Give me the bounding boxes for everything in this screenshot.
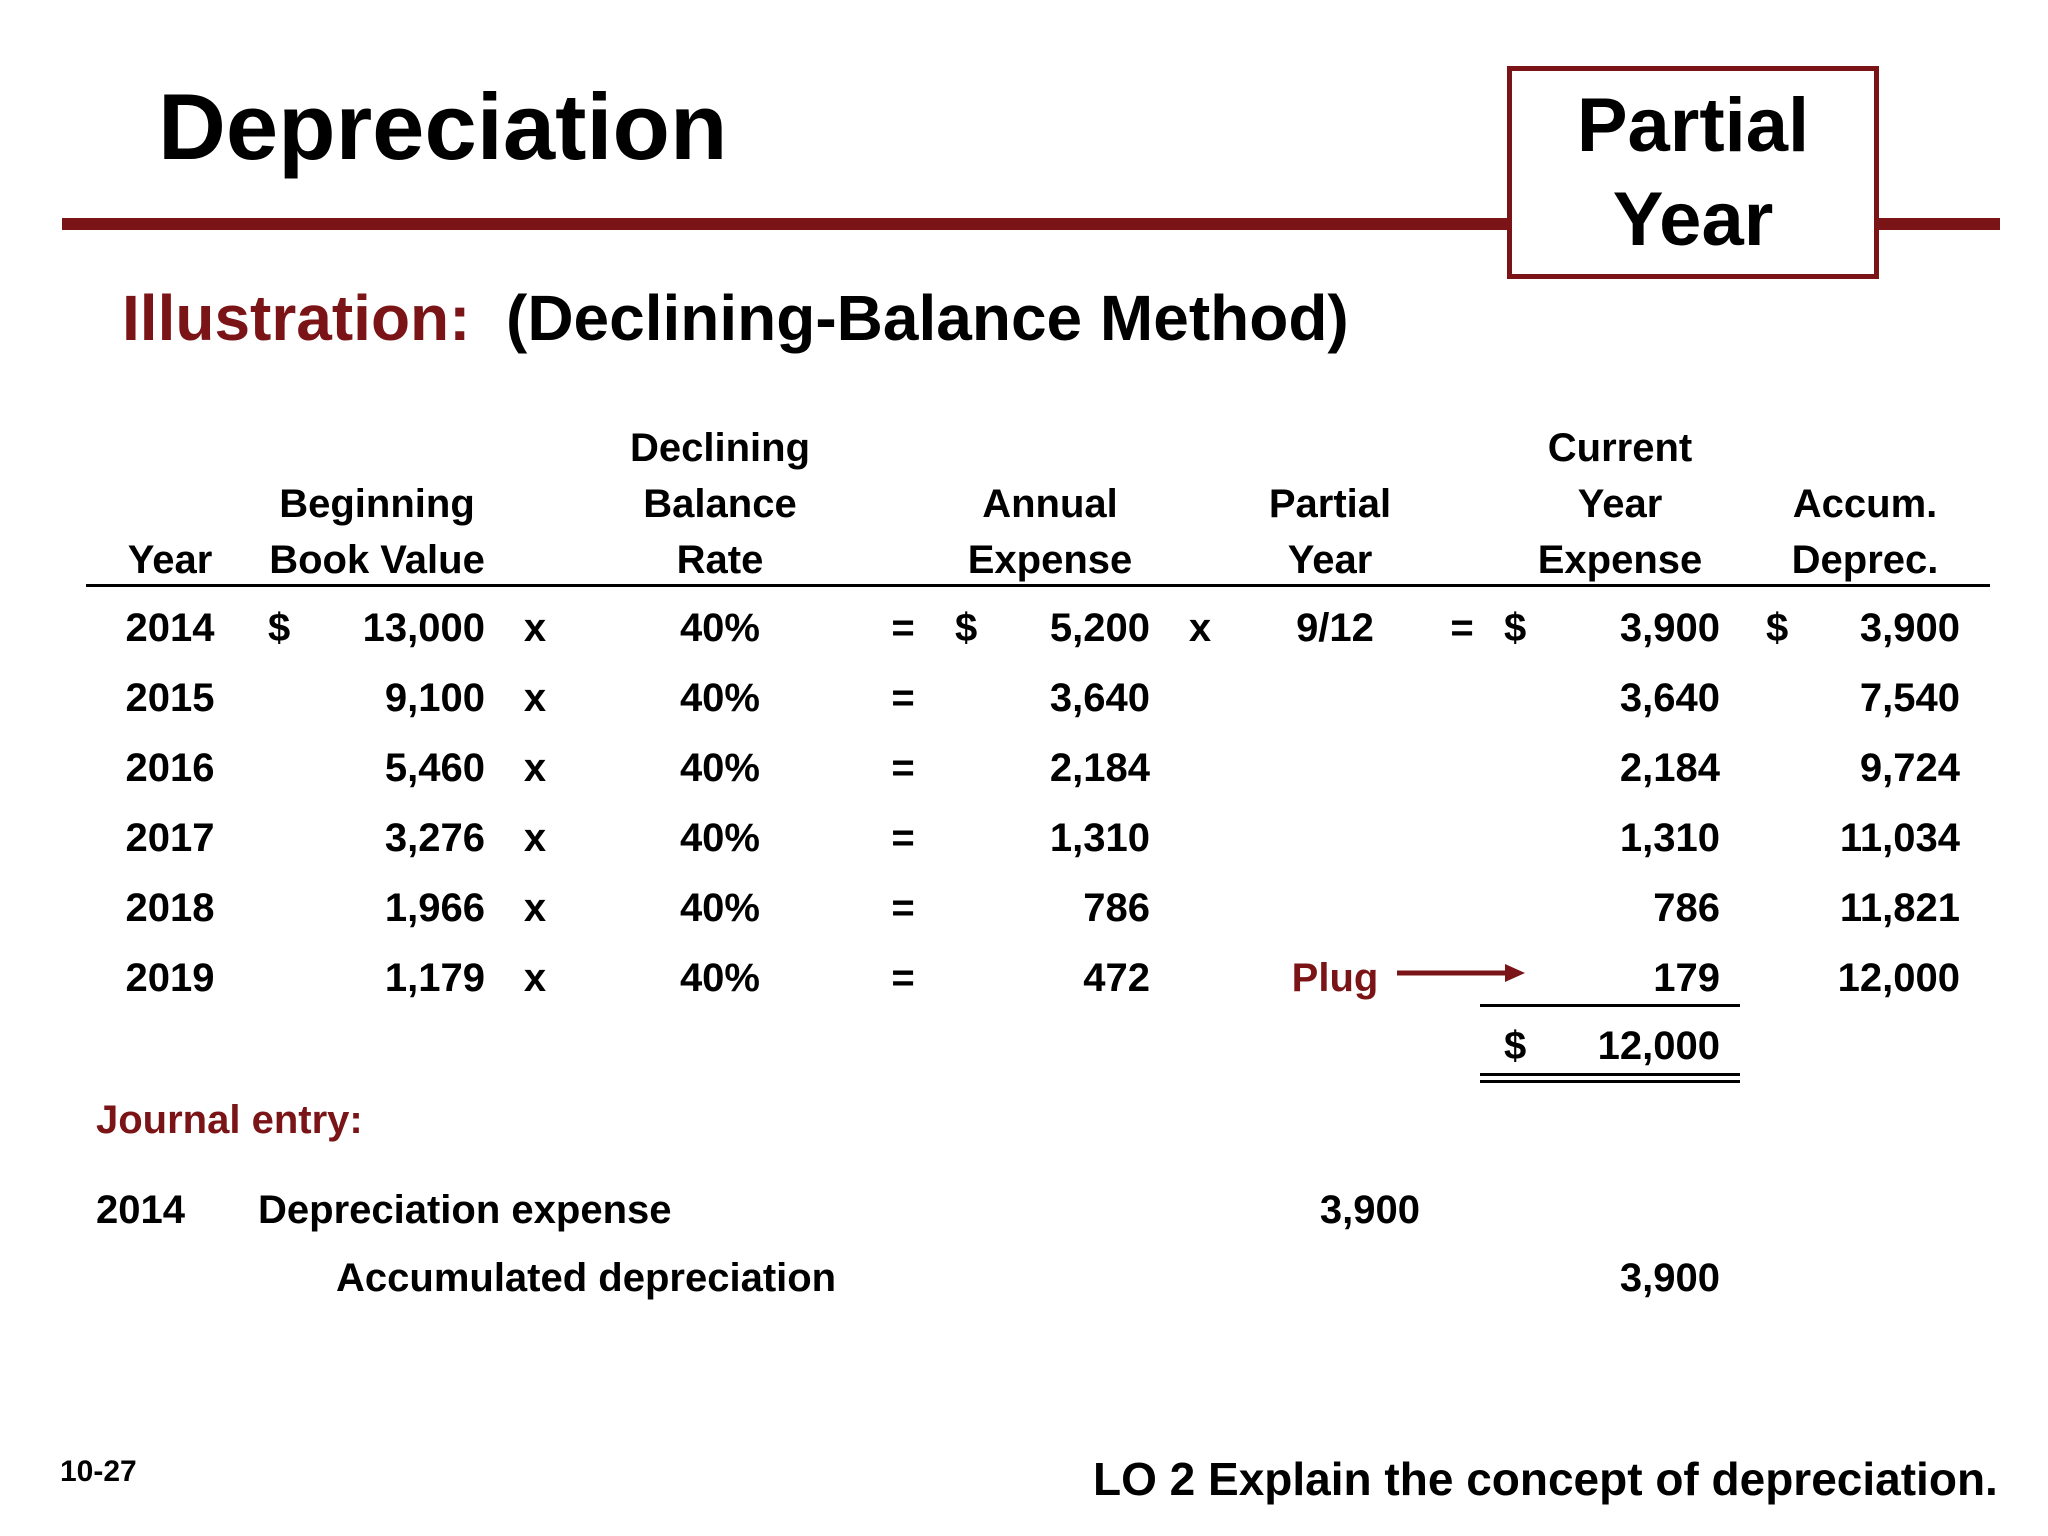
cell-times: x (523, 676, 547, 720)
cell-bbv-currency: $ (268, 606, 291, 650)
cell-beginning-book-value: 1,966 (384, 886, 485, 930)
cell-times: x (523, 956, 547, 1000)
partial-year-tag: Partial Year (1507, 66, 1879, 279)
cell-times: x (523, 746, 547, 790)
cell-times: x (523, 606, 547, 650)
cell-rate: 40% (679, 956, 760, 1000)
journal-debit-amount: 3,900 (1319, 1188, 1420, 1232)
journal-year: 2014 (96, 1188, 185, 1232)
cell-equals: = (891, 676, 915, 720)
cell-annual-expense: 3,640 (1049, 676, 1150, 720)
header-accum-deprec: Accum. Deprec. (1791, 482, 1939, 582)
tag-line-2: Year (1612, 176, 1774, 262)
learning-objective: LO 2 Explain the concept of depreciation… (1093, 1453, 1998, 1505)
cell-annual-expense: 2,184 (1049, 746, 1150, 790)
subtitle-method: (Declining-Balance Method) (506, 282, 1349, 354)
page-title: Depreciation (158, 74, 728, 179)
cell-year: 2015 (125, 676, 215, 720)
slide-number: 10-27 (60, 1455, 137, 1488)
plug-arrow-icon (1397, 964, 1525, 982)
journal-credit-account: Accumulated depreciation (336, 1256, 837, 1300)
total-currency: $ (1504, 1024, 1527, 1068)
cell-rate: 40% (679, 606, 760, 650)
header-partial-year: Partial Year (1268, 482, 1392, 582)
journal-credit-amount: 3,900 (1619, 1256, 1720, 1300)
header-current-year-expense: Current Year Expense (1537, 426, 1703, 582)
cell-accum-currency: $ (1766, 606, 1789, 650)
cell-times: x (523, 816, 547, 860)
header-underline (86, 584, 1990, 587)
cell-equals: = (891, 886, 915, 930)
cell-annual-expense: 472 (1083, 956, 1150, 1000)
header-declining-balance-rate: Declining Balance Rate (629, 426, 811, 582)
cell-accumulated-depreciation: 12,000 (1837, 956, 1960, 1000)
double-underline-bottom (1480, 1080, 1740, 1083)
cell-beginning-book-value: 9,100 (384, 676, 485, 720)
cell-current-currency: $ (1504, 606, 1527, 650)
cell-current-year-expense: 3,640 (1619, 676, 1720, 720)
cell-equals-partial: = (1450, 606, 1474, 650)
subtitle-label: Illustration: (122, 282, 471, 354)
cell-accumulated-depreciation: 11,034 (1839, 816, 1960, 860)
cell-annual-expense: 5,200 (1049, 606, 1150, 650)
cell-annual-expense: 786 (1083, 886, 1150, 930)
cell-year: 2019 (125, 956, 215, 1000)
cell-beginning-book-value: 1,179 (384, 956, 485, 1000)
header-year: Year (127, 538, 213, 582)
cell-accumulated-depreciation: 9,724 (1859, 746, 1960, 790)
cell-current-year-expense: 1,310 (1619, 816, 1720, 860)
cell-equals: = (891, 746, 915, 790)
header-annual-expense: Annual Expense (967, 482, 1133, 582)
cell-current-year-expense: 3,900 (1619, 606, 1720, 650)
cell-times: x (523, 886, 547, 930)
cell-accumulated-depreciation: 11,821 (1839, 886, 1960, 930)
cell-equals: = (891, 816, 915, 860)
cell-annual-expense: 1,310 (1049, 816, 1150, 860)
cell-year: 2018 (125, 886, 215, 930)
journal-heading: Journal entry: (96, 1098, 363, 1142)
cell-annual-currency: $ (955, 606, 978, 650)
cell-current-year-expense: 2,184 (1619, 746, 1720, 790)
double-underline-top (1480, 1073, 1740, 1076)
cell-partial-year: 9/12 (1296, 606, 1374, 650)
cell-accumulated-depreciation: 7,540 (1859, 676, 1960, 720)
subtitle: Illustration: (Declining-Balance Method) (122, 286, 1349, 350)
cell-partial-year: Plug (1291, 956, 1379, 1000)
cell-times-partial: x (1188, 606, 1212, 650)
journal-debit-account: Depreciation expense (258, 1188, 672, 1232)
cell-current-year-expense: 179 (1653, 956, 1720, 1000)
cell-rate: 40% (679, 816, 760, 860)
cell-accumulated-depreciation: 3,900 (1859, 606, 1960, 650)
cell-rate: 40% (679, 676, 760, 720)
cell-rate: 40% (679, 746, 760, 790)
total-current-year-expense: 12,000 (1597, 1024, 1720, 1068)
subtotal-line (1480, 1004, 1740, 1007)
cell-year: 2014 (125, 606, 215, 650)
cell-beginning-book-value: 13,000 (362, 606, 485, 650)
header-beginning-book-value: Beginning Book Value (269, 482, 485, 582)
cell-rate: 40% (679, 886, 760, 930)
cell-beginning-book-value: 5,460 (384, 746, 485, 790)
cell-beginning-book-value: 3,276 (384, 816, 485, 860)
cell-current-year-expense: 786 (1653, 886, 1720, 930)
cell-year: 2016 (125, 746, 215, 790)
tag-line-1: Partial (1576, 82, 1810, 168)
cell-year: 2017 (125, 816, 215, 860)
cell-equals: = (891, 606, 915, 650)
cell-equals: = (891, 956, 915, 1000)
